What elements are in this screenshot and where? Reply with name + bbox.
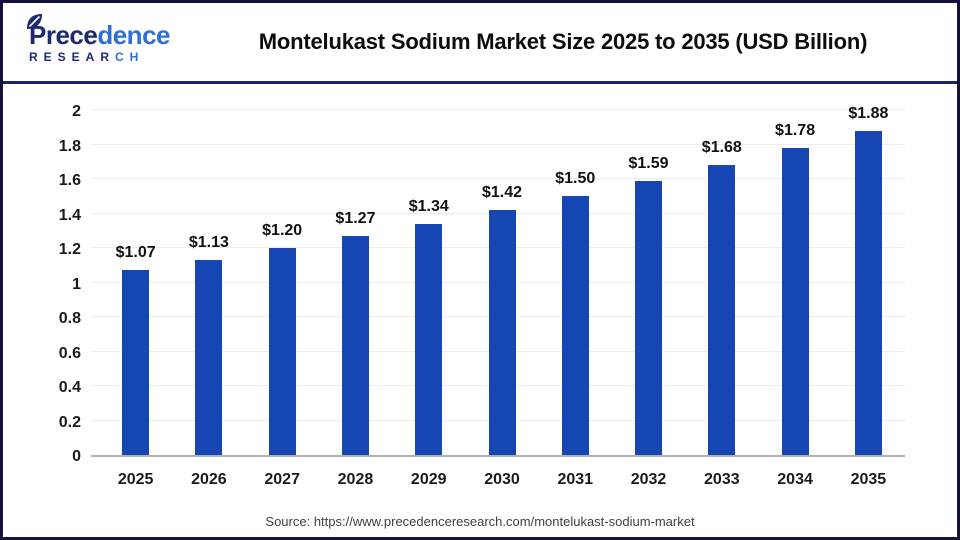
y-axis-tick-label: 1.4 xyxy=(58,206,81,224)
bar-2026 xyxy=(195,260,223,455)
logo-name: Precedence xyxy=(29,22,189,48)
x-axis-tick-label: 2033 xyxy=(704,471,740,488)
bar-value-label: $1.20 xyxy=(262,222,303,239)
x-axis-tick-label: 2032 xyxy=(630,471,667,488)
bar-2032 xyxy=(635,180,663,455)
bar-2029 xyxy=(415,223,443,455)
logo-name-light: dence xyxy=(97,19,170,50)
gridline xyxy=(91,143,905,145)
bar-2030 xyxy=(488,210,516,455)
header: Precedence RESEARCH Montelukast Sodium M… xyxy=(3,3,957,84)
logo-name-dark: Prece xyxy=(29,19,98,50)
bar-2028 xyxy=(341,235,369,455)
x-axis-tick-label: 2034 xyxy=(777,471,813,488)
x-axis-tick-label: 2028 xyxy=(337,471,374,488)
chart-title: Montelukast Sodium Market Size 2025 to 2… xyxy=(258,29,868,54)
y-axis-tick-label: 0.6 xyxy=(58,344,81,362)
bar-value-label: $1.88 xyxy=(848,104,889,122)
x-axis-tick-label: 2026 xyxy=(191,471,227,488)
plot-area: $1.07 $1.13 $1.20 $1.27 $1.34 $1.42 $1.50 $1.59… xyxy=(91,105,905,457)
bar-2027 xyxy=(268,248,296,455)
precedence-research-logo: Precedence RESEARCH xyxy=(27,13,189,63)
bar-2025 xyxy=(122,270,150,455)
x-axis-tick-label: 2027 xyxy=(264,471,300,488)
bar-value-label: $1.34 xyxy=(408,197,449,215)
gridline xyxy=(91,178,905,179)
y-axis-tick-label: 0 xyxy=(72,448,81,465)
bar-value-label: $1.59 xyxy=(628,154,669,172)
logo-subtitle-light: CH xyxy=(115,49,145,64)
x-axis-tick-label: 2035 xyxy=(850,471,887,488)
bar-2035 xyxy=(854,130,882,455)
x-axis-tick-label: 2030 xyxy=(484,471,520,488)
bar-value-label: $1.13 xyxy=(188,234,229,252)
bar-value-label: $1.27 xyxy=(335,209,376,227)
bar-value-label: $1.50 xyxy=(555,170,596,188)
bar-chart: $1.07 $1.13 $1.20 $1.27 $1.34 $1.42 $1.50 $1.59… xyxy=(3,84,957,537)
x-axis-tick-label: 2025 xyxy=(117,471,154,488)
bar-value-label: $1.42 xyxy=(481,184,523,202)
y-axis-tick-label: 1 xyxy=(72,275,81,293)
leaf-icon xyxy=(27,13,42,29)
source-text: Source: https://www.precedenceresearch.c… xyxy=(265,514,695,529)
bar-value-label: $1.68 xyxy=(701,139,742,157)
gridline xyxy=(91,109,905,110)
bar-2033 xyxy=(708,165,736,455)
bar-value-label: $1.78 xyxy=(775,121,816,139)
y-axis-tick-label: 1.2 xyxy=(58,241,81,258)
logo-subtitle-dark: RESEAR xyxy=(29,49,116,64)
y-axis-tick-label: 0.4 xyxy=(58,379,81,396)
bar-2034 xyxy=(781,147,809,455)
bar-2031 xyxy=(561,196,589,455)
y-axis-tick-label: 0.8 xyxy=(58,310,81,327)
y-axis-tick-label: 1.8 xyxy=(58,137,81,155)
x-axis-tick-label: 2031 xyxy=(557,471,594,488)
y-axis-tick-label: 1.6 xyxy=(58,172,81,189)
bar-value-label: $1.07 xyxy=(115,244,156,262)
y-axis-tick-label: 0.2 xyxy=(58,413,81,431)
logo-subtitle: RESEARCH xyxy=(29,51,189,63)
x-axis-tick-label: 2029 xyxy=(410,471,447,488)
y-axis-tick-label: 2 xyxy=(72,103,81,120)
